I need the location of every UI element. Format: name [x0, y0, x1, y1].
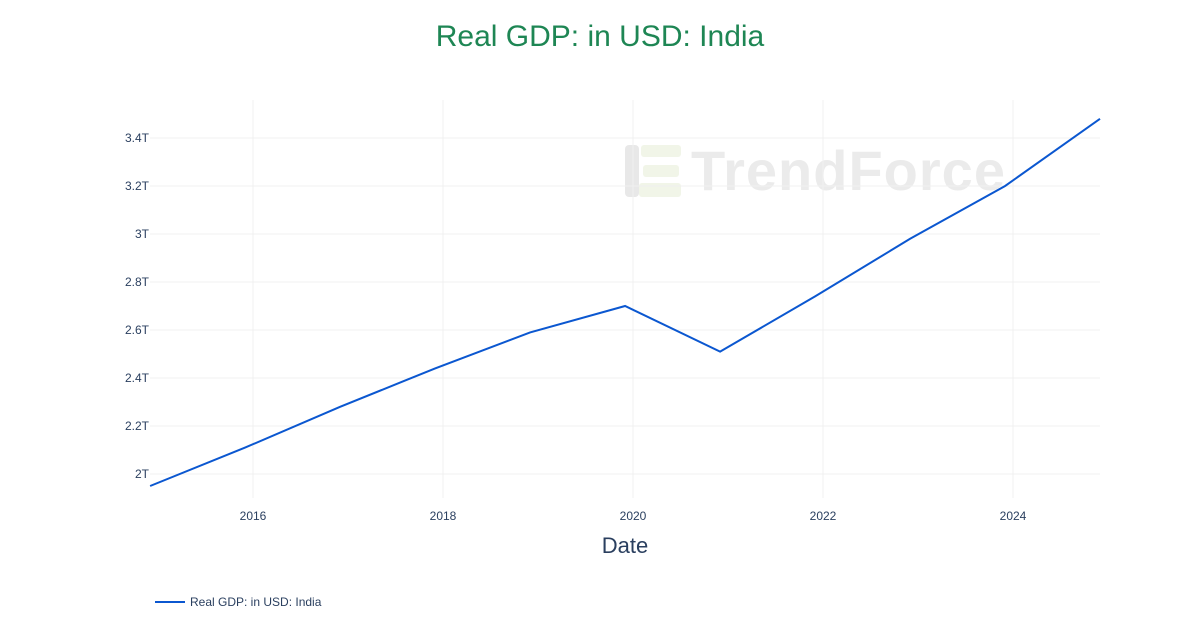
- y-tick-label: 2.8T: [125, 275, 150, 289]
- y-axis-ticks: 2T 2.2T 2.4T 2.6T 2.8T 3T 3.2T 3.4T: [125, 131, 150, 481]
- y-tick-label: 2.6T: [125, 323, 150, 337]
- x-tick-label: 2020: [620, 509, 647, 523]
- chart-title: Real GDP: in USD: India: [435, 20, 765, 53]
- x-axis-ticks: 2016 2018 2020 2022 2024: [240, 509, 1027, 523]
- legend-label: Real GDP: in USD: India: [190, 595, 322, 609]
- trendforce-watermark: TrendForce: [625, 143, 1006, 199]
- gdp-series-line: [149, 117, 1101, 487]
- y-tick-label: 2.2T: [125, 419, 150, 433]
- y-tick-label: 3T: [135, 227, 150, 241]
- x-tick-label: 2018: [430, 509, 457, 523]
- watermark-text: TrendForce: [691, 139, 1006, 202]
- y-tick-label: 3.4T: [125, 131, 150, 145]
- x-tick-label: 2024: [1000, 509, 1027, 523]
- y-tick-label: 2T: [135, 467, 150, 481]
- legend[interactable]: Real GDP: in USD: India: [155, 595, 321, 609]
- y-tick-label: 2.4T: [125, 371, 150, 385]
- x-axis-title: Date: [602, 533, 648, 558]
- x-tick-label: 2016: [240, 509, 267, 523]
- x-tick-label: 2022: [810, 509, 837, 523]
- y-tick-label: 3.2T: [125, 179, 150, 193]
- legend-line-swatch-icon: [155, 601, 185, 603]
- gridlines: [150, 100, 1100, 498]
